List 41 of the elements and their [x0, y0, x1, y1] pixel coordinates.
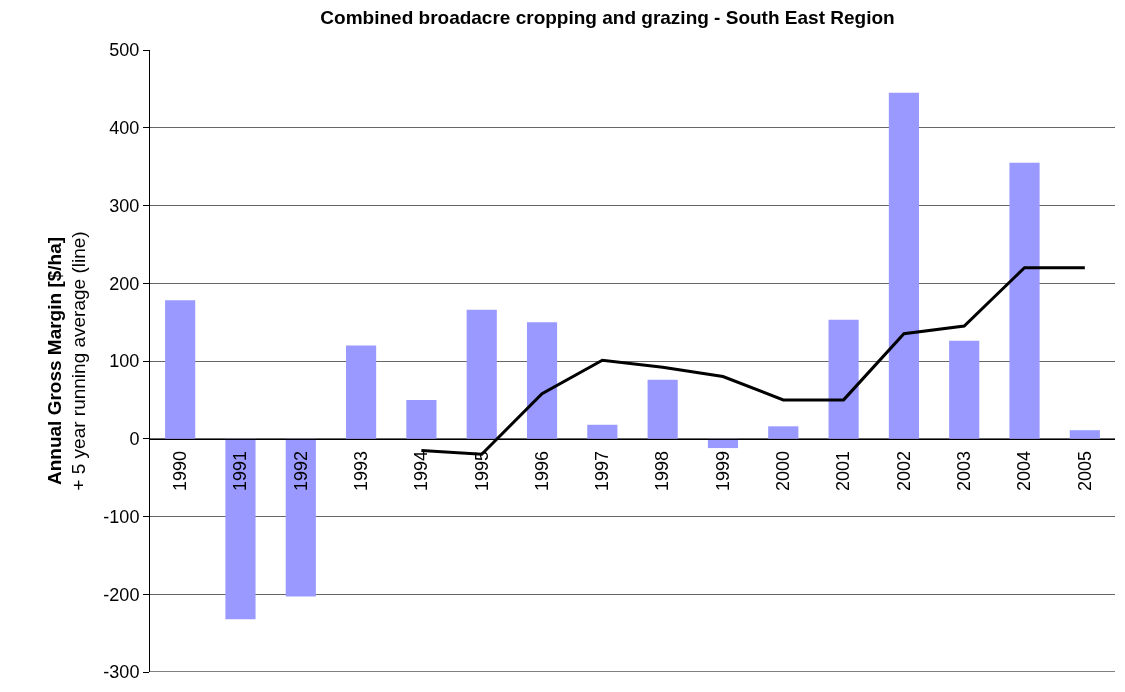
bar — [285, 438, 316, 597]
x-tick-label: 1993 — [350, 450, 371, 491]
x-tick-label: 2002 — [893, 450, 914, 491]
bar — [225, 438, 256, 620]
y-tick-label: -200 — [103, 584, 140, 605]
x-tick-label: 2003 — [954, 450, 975, 491]
x-tick-label: 1992 — [290, 450, 311, 491]
x-tick-label: 1996 — [531, 450, 552, 491]
bar — [949, 340, 980, 439]
x-tick-label: 1990 — [170, 450, 191, 491]
y-tick-label: 200 — [109, 273, 140, 294]
bar — [526, 322, 558, 439]
x-tick-label: 2005 — [1074, 450, 1095, 491]
x-tick-label: 1999 — [712, 450, 733, 491]
x-tick-label: 2000 — [773, 450, 794, 491]
y-tick-label: 0 — [129, 429, 140, 450]
x-tick-label: 1998 — [652, 450, 673, 491]
y-tick-label: 400 — [109, 118, 140, 139]
chart-title: Combined broadacre cropping and grazing - South East Region — [320, 6, 895, 28]
bar — [406, 399, 437, 439]
y-tick-label: 300 — [109, 195, 140, 216]
x-tick-label: 2001 — [833, 450, 854, 491]
y-tick-label: 500 — [109, 40, 140, 61]
bar — [828, 319, 859, 439]
bar — [888, 92, 919, 439]
bar — [768, 426, 799, 439]
bar — [647, 379, 678, 439]
x-tick-label: 2004 — [1014, 450, 1035, 491]
bar — [1009, 162, 1040, 439]
x-tick-label: 1994 — [411, 450, 432, 491]
bar — [587, 424, 618, 439]
y-tick-label: -300 — [103, 662, 140, 683]
y-axis-title: Annual Gross Margin [$/ha] + 5 year running average (line) — [43, 231, 90, 491]
bar — [165, 300, 196, 439]
bar — [1069, 430, 1100, 439]
y-tick-label: 100 — [109, 351, 140, 372]
bar — [346, 345, 377, 439]
bar — [466, 309, 497, 439]
y-tick-label: -100 — [103, 506, 140, 527]
x-tick-label: 1991 — [230, 450, 251, 491]
x-tick-label: 1997 — [592, 450, 613, 491]
